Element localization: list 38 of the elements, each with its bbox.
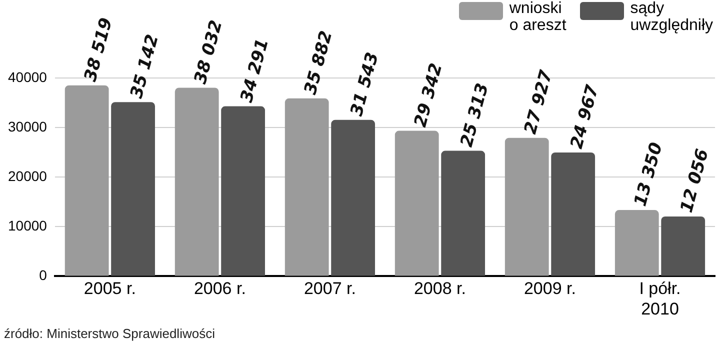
legend-label: sądy uwzględniły	[630, 0, 713, 34]
y-tick-label: 30000	[8, 118, 48, 134]
data-label: 38 032	[190, 18, 227, 86]
bar	[174, 88, 219, 276]
x-tick-label: 2008 r.	[414, 279, 466, 298]
bar	[284, 98, 329, 276]
legend-label: wnioski o areszt	[509, 0, 566, 34]
data-label: 34 291	[236, 36, 273, 105]
data-label: 25 313	[456, 81, 494, 150]
bar	[221, 106, 265, 276]
x-tick-label: I półr. 2010	[639, 279, 681, 318]
bar	[394, 130, 439, 276]
bar	[504, 138, 549, 276]
data-label: 13 350	[630, 140, 667, 208]
y-tick-label: 10000	[8, 218, 48, 234]
data-label: 24 967	[566, 82, 604, 151]
data-label: 12 056	[676, 146, 714, 215]
y-tick-label: 20000	[8, 168, 48, 184]
data-label: 35 882	[300, 28, 337, 97]
x-tick-label: 2009 r.	[524, 279, 576, 298]
bar	[661, 216, 706, 276]
bar	[64, 85, 109, 276]
x-tick-label: 2005 r.	[84, 279, 136, 298]
x-tick-label: 2007 r.	[304, 279, 356, 298]
bar	[331, 120, 376, 276]
text: źródło: Ministerstwo Sprawiedliwości	[4, 326, 215, 341]
bar	[441, 150, 486, 276]
data-label: 31 543	[346, 50, 383, 118]
bar	[551, 152, 596, 276]
data-label: 38 519	[80, 16, 117, 84]
x-tick-label: 2006 r.	[194, 279, 246, 298]
data-label: 29 342	[410, 61, 447, 130]
bar	[614, 210, 659, 276]
data-label: 35 142	[126, 32, 163, 101]
bar	[111, 102, 155, 276]
data-label: 27 927	[520, 68, 557, 136]
y-tick-label: 40000	[8, 68, 48, 85]
y-tick-label: 0	[39, 267, 48, 284]
